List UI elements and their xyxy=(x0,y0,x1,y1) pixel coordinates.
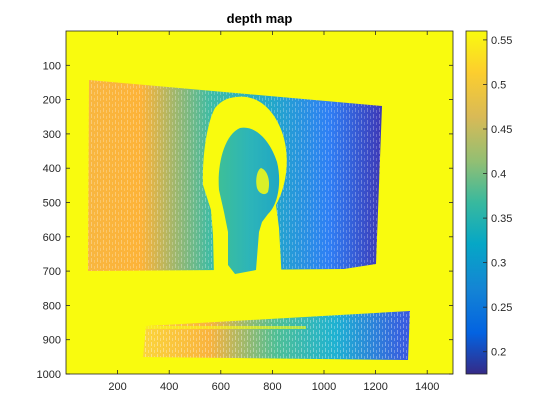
y-tick-label: 700 xyxy=(43,266,61,278)
floor-gap xyxy=(146,326,306,329)
y-tick-label: 900 xyxy=(43,335,61,347)
colorbar-axis: 0.2 0.25 0.3 0.35 0.4 0.45 0.5 0.55 xyxy=(483,35,512,359)
x-tick-label: 1200 xyxy=(363,381,387,393)
y-tick-label: 200 xyxy=(43,95,61,107)
x-tick-label: 200 xyxy=(108,381,126,393)
colorbar-tick-label: 0.35 xyxy=(491,213,512,225)
colorbar-tick-label: 0.3 xyxy=(491,258,506,270)
x-tick-label: 1000 xyxy=(312,381,336,393)
x-tick-label: 600 xyxy=(212,381,230,393)
colorbar-tick-label: 0.5 xyxy=(491,79,506,91)
y-tick-label: 300 xyxy=(43,129,61,141)
colorbar-tick-label: 0.55 xyxy=(491,35,512,47)
face-detail-region xyxy=(256,168,270,195)
y-tick-label: 1000 xyxy=(37,369,61,381)
y-tick-label: 100 xyxy=(43,60,61,72)
colorbar-tick-label: 0.4 xyxy=(491,169,506,181)
x-axis: 200 400 600 800 1000 1200 1400 xyxy=(108,31,439,393)
y-tick-label: 500 xyxy=(43,198,61,210)
y-tick-label: 400 xyxy=(43,163,61,175)
colorbar-tick-label: 0.2 xyxy=(491,347,506,359)
head-face-region xyxy=(218,127,280,274)
x-tick-label: 1400 xyxy=(415,381,439,393)
heatmap-image xyxy=(88,80,410,360)
x-tick-label: 800 xyxy=(263,381,281,393)
floor-strip-noise xyxy=(143,311,410,360)
colorbar xyxy=(466,31,487,374)
y-axis: 100 200 300 400 500 600 700 800 900 1000 xyxy=(37,60,453,381)
x-tick-label: 400 xyxy=(160,381,178,393)
colorbar-frame xyxy=(465,30,488,375)
chart-title: depth map xyxy=(227,11,293,26)
y-tick-label: 600 xyxy=(43,232,61,244)
colorbar-tick-label: 0.25 xyxy=(491,302,512,314)
y-tick-label: 800 xyxy=(43,300,61,312)
colorbar-tick-label: 0.45 xyxy=(491,124,512,136)
